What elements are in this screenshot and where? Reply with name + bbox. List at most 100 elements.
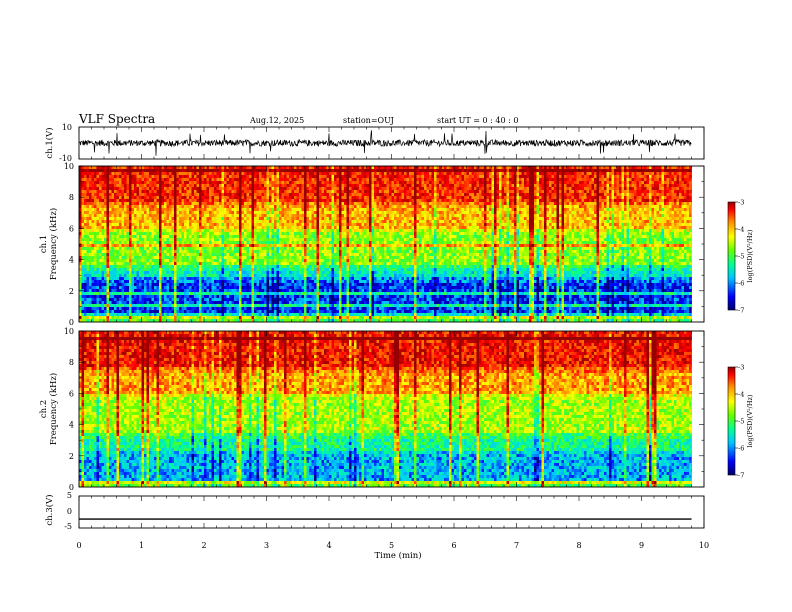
spectrogram-cell — [104, 208, 107, 211]
spectrogram-cell — [304, 190, 307, 193]
spectrogram-cell — [92, 310, 95, 313]
spectrogram-cell — [92, 277, 95, 280]
spectrogram-cell — [212, 271, 215, 274]
spectrogram-cell — [92, 253, 95, 256]
spectrogram-cell — [94, 244, 97, 247]
spectrogram-cell — [122, 280, 125, 283]
spectrogram-cell — [152, 292, 155, 295]
spectrogram-cell — [257, 250, 260, 253]
spectrogram-cell — [122, 268, 125, 271]
spectrogram-cell — [252, 313, 255, 316]
spectrogram-cell — [202, 178, 205, 181]
spectrogram-cell — [84, 193, 87, 196]
spectrogram-cell — [292, 181, 295, 184]
spectrogram-cell — [112, 301, 115, 304]
spectrogram-cell — [147, 277, 150, 280]
spectrogram-cell — [229, 232, 232, 235]
spectrogram-cell — [269, 238, 272, 241]
spectrogram-cell — [102, 274, 105, 277]
spectrogram-cell — [317, 253, 320, 256]
spectrogram-cell — [312, 250, 315, 253]
spectrogram-cell — [177, 241, 180, 244]
spectrogram-cell — [229, 268, 232, 271]
spectrogram-cell — [259, 232, 262, 235]
spectrogram-cell — [192, 217, 195, 220]
spectrogram-cell — [307, 295, 310, 298]
spectrogram-cell — [204, 226, 207, 229]
spectrogram-cell — [82, 223, 85, 226]
spectrogram-cell — [194, 211, 197, 214]
spectrogram-cell — [302, 283, 305, 286]
spectrogram-cell — [297, 232, 300, 235]
spectrogram-cell — [119, 178, 122, 181]
spectrogram-cell — [317, 259, 320, 262]
spectrogram-cell — [177, 262, 180, 265]
spectrogram-cell — [264, 307, 267, 310]
spectrogram-cell — [214, 259, 217, 262]
spectrogram-cell — [82, 256, 85, 259]
spectrogram-cell — [167, 166, 170, 169]
spectrogram-cell — [259, 187, 262, 190]
spectrogram-cell — [287, 199, 290, 202]
spectrogram-cell — [262, 286, 265, 289]
spectrogram-cell — [229, 277, 232, 280]
spectrogram-cell — [87, 232, 90, 235]
spectrogram-cell — [99, 193, 102, 196]
spectrogram-cell — [309, 175, 312, 178]
spectrogram-cell — [94, 316, 97, 319]
spectrogram-cell — [227, 313, 230, 316]
spectrogram-cell — [249, 286, 252, 289]
spectrogram-cell — [224, 310, 227, 313]
spectrogram-cell — [182, 313, 185, 316]
spectrogram-cell — [132, 268, 135, 271]
spectrogram-cell — [314, 241, 317, 244]
spectrogram-cell — [162, 235, 165, 238]
spectrogram-cell — [222, 199, 225, 202]
spectrogram-cell — [152, 208, 155, 211]
spectrogram-cell — [142, 217, 145, 220]
spectrogram-cell — [164, 250, 167, 253]
spectrogram-cell — [219, 211, 222, 214]
spectrogram-cell — [94, 226, 97, 229]
spectrogram-cell — [149, 211, 152, 214]
spectrogram-cell — [92, 178, 95, 181]
spectrogram-cell — [104, 181, 107, 184]
spectrogram-cell — [287, 178, 290, 181]
spectrogram-cell — [184, 244, 187, 247]
spectrogram-cell — [154, 277, 157, 280]
spectrogram-cell — [317, 271, 320, 274]
spectrogram-cell — [132, 280, 135, 283]
spectrogram-cell — [139, 232, 142, 235]
spectrogram-cell — [292, 280, 295, 283]
spectrogram-cell — [114, 172, 117, 175]
spectrogram-cell — [114, 199, 117, 202]
spectrogram-cell — [212, 307, 215, 310]
spectrogram-cell — [209, 220, 212, 223]
spectrogram-cell — [267, 178, 270, 181]
spectrogram-cell — [232, 184, 235, 187]
spectrogram-cell — [102, 238, 105, 241]
spectrogram-cell — [94, 259, 97, 262]
spectrogram-cell — [197, 223, 200, 226]
spectrogram-cell — [192, 166, 195, 169]
spectrogram-cell — [169, 172, 172, 175]
spectrogram-cell — [289, 175, 292, 178]
spectrogram-cell — [114, 268, 117, 271]
spectrogram-cell — [199, 298, 202, 301]
spectrogram-cell — [299, 295, 302, 298]
spectrogram-cell — [259, 184, 262, 187]
spectrogram-cell — [229, 247, 232, 250]
spectrogram-cell — [247, 289, 250, 292]
spectrogram-cell — [239, 295, 242, 298]
spectrogram-cell — [279, 241, 282, 244]
spectrogram-cell — [282, 250, 285, 253]
spectrogram-cell — [249, 229, 252, 232]
spectrogram-cell — [132, 196, 135, 199]
spectrogram-cell — [304, 286, 307, 289]
spectrogram-cell — [179, 187, 182, 190]
spectrogram-cell — [169, 286, 172, 289]
spectrogram-cell — [139, 229, 142, 232]
spectrogram-cell — [254, 262, 257, 265]
spectrogram-cell — [137, 211, 140, 214]
spectrogram-cell — [292, 253, 295, 256]
